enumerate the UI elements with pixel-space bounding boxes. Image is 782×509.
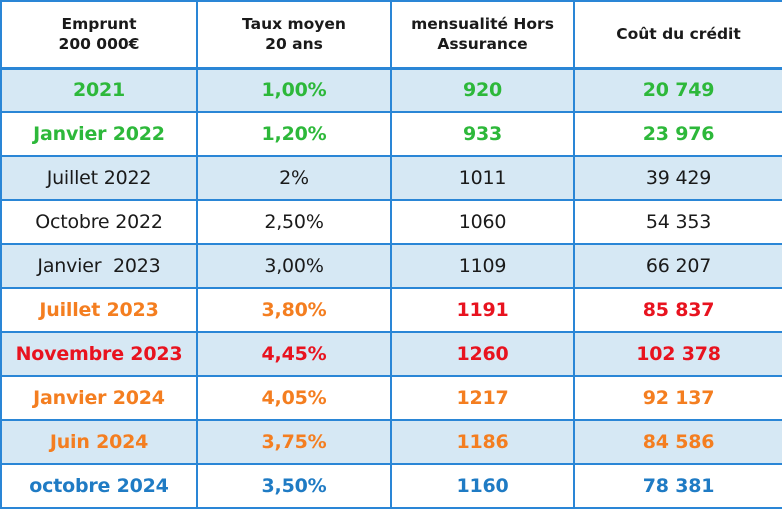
monthly-payment-cell: 1186 <box>390 419 575 465</box>
credit-cost-cell: 39 429 <box>573 155 782 201</box>
rate-cell: 4,45% <box>196 331 392 377</box>
table-row: 2021 1,00% 920 20 749 <box>0 67 782 113</box>
period-cell: Juillet 2022 <box>0 155 198 201</box>
credit-cost-cell: 84 586 <box>573 419 782 465</box>
credit-cost-cell: 85 837 <box>573 287 782 333</box>
period-cell: Janvier 2024 <box>0 375 198 421</box>
rate-cell: 4,05% <box>196 375 392 421</box>
table-row: Janvier 2023 3,00% 1109 66 207 <box>0 243 782 289</box>
header-monthly-payment-line2: Assurance <box>437 35 528 54</box>
rate-cell: 2% <box>196 155 392 201</box>
header-loan-amount-line1: Emprunt <box>61 15 137 34</box>
rate-cell: 3,50% <box>196 463 392 509</box>
table-body: 2021 1,00% 920 20 749 Janvier 2022 1,20% 933 23… <box>0 67 782 509</box>
credit-cost-cell: 102 378 <box>573 331 782 377</box>
table-row: Juillet 2022 2% 1011 39 429 <box>0 155 782 201</box>
rate-cell: 3,75% <box>196 419 392 465</box>
credit-cost-cell: 20 749 <box>573 67 782 113</box>
table-row: Janvier 2022 1,20% 933 23 976 <box>0 111 782 157</box>
credit-cost-cell: 54 353 <box>573 199 782 245</box>
credit-cost-cell: 78 381 <box>573 463 782 509</box>
period-cell: Juin 2024 <box>0 419 198 465</box>
rate-cell: 1,00% <box>196 67 392 113</box>
header-average-rate-line1: Taux moyen <box>242 15 346 34</box>
header-average-rate-line2: 20 ans <box>265 35 323 54</box>
period-cell: 2021 <box>0 67 198 113</box>
table-row: Juillet 2023 3,80% 1191 85 837 <box>0 287 782 333</box>
header-average-rate: Taux moyen 20 ans <box>196 0 392 70</box>
table-row: Janvier 2024 4,05% 1217 92 137 <box>0 375 782 421</box>
period-cell: Novembre 2023 <box>0 331 198 377</box>
header-loan-amount-line2: 200 000€ <box>58 35 140 54</box>
rate-cell: 2,50% <box>196 199 392 245</box>
header-loan-amount: Emprunt 200 000€ <box>0 0 198 70</box>
table-row: Novembre 2023 4,45% 1260 102 378 <box>0 331 782 377</box>
header-monthly-payment: mensualité Hors Assurance <box>390 0 575 70</box>
rate-cell: 3,00% <box>196 243 392 289</box>
period-cell: Juillet 2023 <box>0 287 198 333</box>
period-cell: Janvier 2023 <box>0 243 198 289</box>
monthly-payment-cell: 1109 <box>390 243 575 289</box>
header-credit-cost-line1: Coût du crédit <box>616 25 741 44</box>
table-row: octobre 2024 3,50% 1160 78 381 <box>0 463 782 509</box>
table-row: Juin 2024 3,75% 1186 84 586 <box>0 419 782 465</box>
period-cell: Octobre 2022 <box>0 199 198 245</box>
credit-cost-cell: 92 137 <box>573 375 782 421</box>
table-row: Octobre 2022 2,50% 1060 54 353 <box>0 199 782 245</box>
header-credit-cost: Coût du crédit <box>573 0 782 70</box>
monthly-payment-cell: 1260 <box>390 331 575 377</box>
header-row: Emprunt 200 000€ Taux moyen 20 ans mensu… <box>0 0 782 70</box>
credit-cost-cell: 66 207 <box>573 243 782 289</box>
credit-cost-cell: 23 976 <box>573 111 782 157</box>
monthly-payment-cell: 1217 <box>390 375 575 421</box>
monthly-payment-cell: 920 <box>390 67 575 113</box>
monthly-payment-cell: 1011 <box>390 155 575 201</box>
monthly-payment-cell: 1160 <box>390 463 575 509</box>
monthly-payment-cell: 1060 <box>390 199 575 245</box>
period-cell: Janvier 2022 <box>0 111 198 157</box>
monthly-payment-cell: 1191 <box>390 287 575 333</box>
period-cell: octobre 2024 <box>0 463 198 509</box>
rate-cell: 1,20% <box>196 111 392 157</box>
header-monthly-payment-line1: mensualité Hors <box>411 15 554 34</box>
rate-cell: 3,80% <box>196 287 392 333</box>
monthly-payment-cell: 933 <box>390 111 575 157</box>
